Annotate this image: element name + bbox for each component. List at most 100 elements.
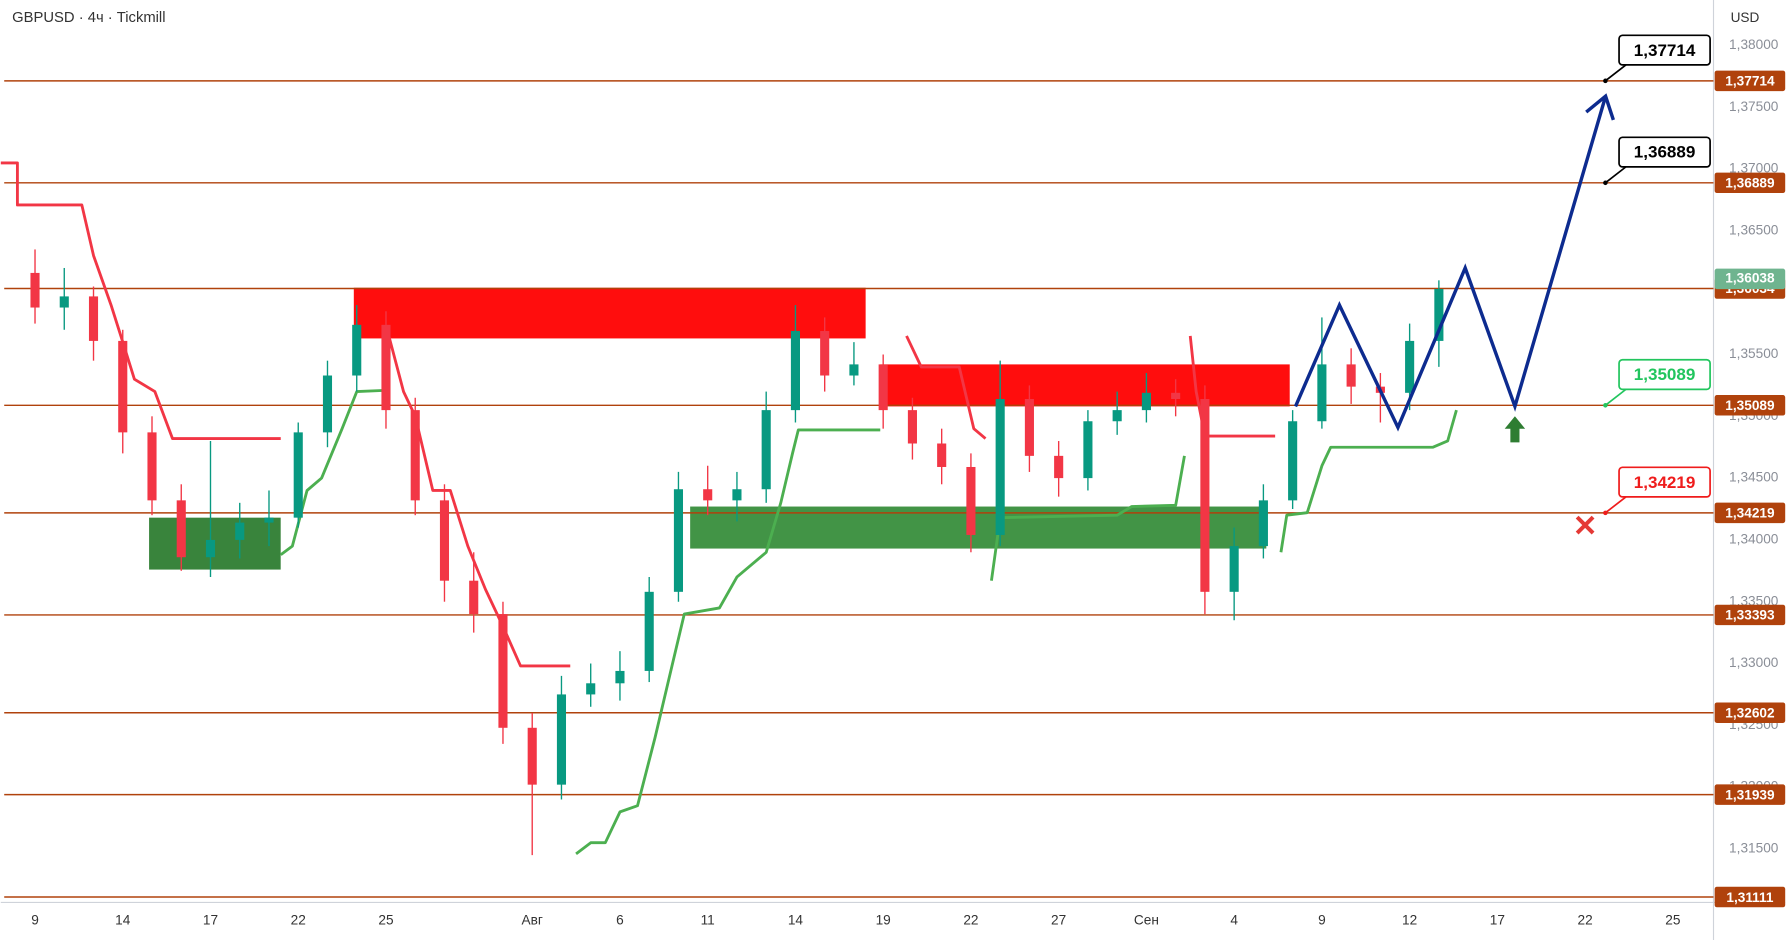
x-tick-label: 25 [1665, 912, 1681, 927]
candle-body [1288, 421, 1298, 501]
candle-body [1200, 398, 1210, 592]
candle-body [644, 591, 654, 671]
level-price-tag [1714, 702, 1786, 723]
x-tick-label: 22 [963, 912, 978, 927]
candle-body [1141, 392, 1151, 411]
y-tick-label: 1,35500 [1729, 346, 1779, 361]
supertrend-line [0, 161, 1276, 668]
x-tick-label: Авг [522, 912, 543, 927]
callout-dot [1603, 78, 1608, 84]
last-price-tag [1714, 268, 1786, 290]
candle-body [937, 443, 947, 467]
callout-dot [1603, 180, 1608, 186]
level-price-label: 1,34219 [1725, 506, 1775, 521]
level-price-label: 1,31111 [1726, 890, 1773, 905]
candle-body [1434, 288, 1444, 341]
candle-body [1346, 364, 1356, 387]
candle-body [907, 410, 917, 444]
zone [880, 364, 1290, 407]
level-price-label: 1,37714 [1725, 74, 1775, 89]
chart-title: GBPUSD · 4ч · Tickmill [12, 10, 165, 26]
callout-pointer [1604, 388, 1627, 406]
candle-body [820, 331, 830, 376]
x-tick-label: 9 [1318, 912, 1326, 927]
callout-label: 1,37714 [1634, 41, 1696, 60]
candle-body [1112, 410, 1122, 422]
candle-body [293, 432, 303, 518]
candle-body [410, 410, 420, 501]
candle-body [88, 296, 99, 341]
callout-box [1618, 466, 1711, 498]
callout-box [1618, 34, 1711, 66]
callout-box [1618, 136, 1711, 168]
candle-body [1054, 455, 1064, 479]
candle-body [732, 489, 742, 501]
y-tick-label: 1,37500 [1729, 99, 1779, 114]
x-tick-label: 6 [616, 912, 624, 927]
x-tick-label: 14 [115, 912, 131, 927]
level-price-label: 1,36889 [1725, 176, 1775, 191]
candle-body [1024, 398, 1034, 456]
candle-body [439, 500, 450, 581]
candle-body [1258, 500, 1268, 547]
candle-body [205, 539, 216, 558]
candle-body [761, 410, 771, 490]
candle-body [352, 324, 362, 376]
level-price-tag [1714, 395, 1786, 416]
callout-label: 1,36889 [1634, 143, 1696, 162]
candle-body [1229, 546, 1239, 592]
level-price-tag [1714, 886, 1786, 908]
candle-body [176, 500, 186, 558]
cross-marker [1575, 515, 1595, 535]
candle-body [498, 614, 508, 728]
level-price-label: 1,32602 [1725, 705, 1775, 720]
x-tick-label: 17 [203, 912, 218, 927]
y-tick-label: 1,37000 [1729, 161, 1779, 176]
projection-arrowhead [1585, 93, 1615, 121]
supertrend-line [279, 388, 1458, 855]
y-tick-label: 1,34500 [1729, 470, 1779, 485]
candle-body [147, 432, 157, 501]
candle-body [615, 670, 625, 684]
x-tick-label: 22 [291, 912, 306, 927]
candle-body [1405, 340, 1415, 393]
x-tick-label: 9 [31, 912, 39, 927]
callout-dot [1603, 403, 1608, 408]
y-tick-label: 1,34000 [1729, 532, 1779, 547]
candle-body [527, 727, 537, 785]
callout-dot [1603, 510, 1608, 516]
x-tick-label: 17 [1490, 912, 1505, 927]
x-tick-label: 11 [701, 912, 715, 927]
y-tick-label: 1,36500 [1729, 223, 1779, 238]
candle-body [322, 375, 333, 433]
candle-body [235, 522, 245, 540]
arrow-marker [1504, 416, 1526, 443]
level-price-tag [1714, 172, 1786, 194]
callout-label: 1,34219 [1634, 473, 1696, 492]
level-price-label: 1,31939 [1725, 787, 1775, 802]
last-price-label: 1,36038 [1725, 271, 1775, 286]
x-tick-label: Сен [1134, 912, 1159, 927]
candle-body [849, 364, 859, 376]
currency-label: USD [1731, 10, 1760, 25]
y-tick-label: 1,38000 [1729, 37, 1779, 52]
candle-body [995, 398, 1005, 535]
candle-body [966, 466, 976, 535]
callout-pointer [1604, 64, 1627, 82]
candle-body [790, 331, 800, 411]
callout-box [1618, 358, 1711, 391]
candle-body [264, 517, 274, 523]
level-price-tag [1714, 70, 1786, 92]
projection-path [1293, 95, 1608, 432]
candle-body [556, 694, 567, 785]
candle-body [381, 324, 391, 411]
x-tick-label: 22 [1578, 912, 1593, 927]
candle-body [878, 364, 888, 411]
level-price-tag [1714, 604, 1786, 626]
x-tick-label: 27 [1051, 912, 1066, 927]
x-tick-label: 19 [876, 912, 891, 927]
zone [353, 287, 866, 339]
x-tick-label: 4 [1230, 912, 1238, 927]
